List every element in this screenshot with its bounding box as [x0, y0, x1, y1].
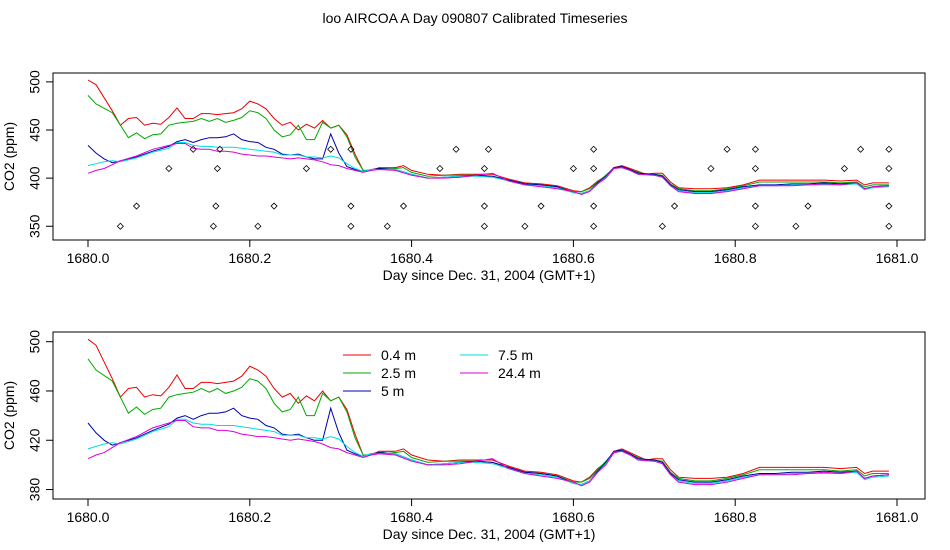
y-tick-label: 500	[27, 330, 43, 354]
plot-frame	[52, 72, 926, 241]
diamond-marker	[751, 222, 759, 230]
series-line-7-5-m	[87, 418, 889, 486]
diamond-marker	[792, 222, 800, 230]
series-line-5-m	[87, 406, 889, 486]
series-line-0-4-m	[87, 338, 889, 483]
x-tick-label: 1680.8	[714, 509, 757, 525]
y-axis-label: CO2 (ppm)	[1, 122, 17, 191]
diamond-marker	[590, 202, 598, 210]
series-line-0-4-m	[87, 79, 889, 193]
diamond-marker	[670, 202, 679, 210]
series-line-2-5-m	[87, 358, 889, 483]
diamond-marker	[347, 202, 355, 210]
diamond-marker	[436, 164, 444, 173]
diamond-marker	[751, 145, 759, 153]
diamond-marker	[885, 222, 893, 230]
diamond-marker	[590, 164, 598, 173]
diamond-marker	[132, 202, 141, 210]
diamond-marker	[212, 202, 220, 210]
diamond-marker	[270, 202, 278, 210]
diamond-marker	[116, 222, 124, 230]
diamond-marker	[804, 202, 812, 210]
diamond-marker	[165, 164, 173, 173]
diamond-marker	[658, 222, 666, 230]
diamond-marker	[885, 202, 893, 210]
y-tick-label: 420	[27, 428, 43, 452]
diamond-marker	[569, 164, 577, 173]
y-tick-label: 400	[27, 166, 43, 190]
diamond-marker	[452, 145, 460, 153]
legend-label: 2.5 m	[381, 365, 416, 381]
diamond-marker	[347, 222, 355, 230]
x-tick-label: 1680.0	[67, 509, 110, 525]
diamond-marker	[480, 222, 488, 230]
legend-label: 24.4 m	[498, 365, 541, 381]
legend-label: 7.5 m	[498, 347, 533, 363]
diamond-marker	[751, 202, 759, 210]
x-tick-label: 1680.4	[390, 250, 433, 266]
diamond-marker	[707, 164, 715, 173]
diamond-marker	[480, 202, 488, 210]
top-timeseries-panel: 1680.0 1680.2 1680.4 1680.6 1680.8 1681.0 350 4…	[1, 70, 926, 283]
diamond-marker	[537, 202, 545, 210]
y-tick-label: 380	[27, 478, 43, 502]
x-tick-label: 1680.6	[552, 509, 595, 525]
x-tick-label: 1681.0	[876, 509, 919, 525]
series-line-24-4-m	[87, 420, 889, 487]
x-tick-label: 1680.2	[228, 509, 271, 525]
legend-label: 5 m	[381, 383, 404, 399]
diamond-marker	[723, 145, 731, 153]
diamond-marker	[521, 222, 529, 230]
x-tick-label: 1680.0	[67, 250, 110, 266]
diamond-marker	[484, 145, 493, 153]
diamond-marker	[189, 145, 197, 153]
x-tick-label: 1681.0	[876, 250, 919, 266]
x-tick-label: 1680.2	[228, 250, 271, 266]
x-axis-label: Day since Dec. 31, 2004 (GMT+1)	[383, 526, 596, 542]
diamond-marker	[590, 222, 598, 230]
diamond-marker	[480, 164, 488, 173]
y-tick-label: 500	[27, 70, 43, 94]
y-tick-label: 460	[27, 379, 43, 403]
diamond-marker	[327, 145, 335, 153]
diamond-marker	[840, 164, 848, 173]
series-line-2-5-m	[87, 95, 889, 193]
diamond-marker	[216, 145, 224, 153]
diamond-marker	[213, 164, 222, 173]
y-axis-label: CO2 (ppm)	[1, 381, 17, 450]
x-tick-label: 1680.4	[390, 509, 433, 525]
diamond-marker	[399, 202, 408, 210]
x-tick-label: 1680.8	[714, 250, 757, 266]
diamond-marker	[857, 145, 865, 153]
legend-label: 0.4 m	[381, 347, 416, 363]
diamond-marker	[302, 164, 310, 173]
diamond-marker	[885, 164, 893, 173]
diamond-marker	[885, 145, 893, 153]
diamond-marker	[590, 145, 598, 153]
diamond-marker	[254, 222, 262, 230]
page-title: loo AIRCOA A Day 090807 Calibrated Times…	[322, 10, 628, 26]
diamond-marker	[751, 164, 759, 173]
bottom-timeseries-panel: 1680.0 1680.2 1680.4 1680.6 1680.8 1681.0 380 4…	[1, 330, 926, 542]
series-line-5-m	[87, 132, 889, 195]
y-tick-label: 350	[27, 214, 43, 238]
diamond-marker	[347, 145, 355, 153]
x-axis-label: Day since Dec. 31, 2004 (GMT+1)	[383, 267, 596, 283]
diamond-marker	[383, 222, 391, 230]
x-tick-label: 1680.6	[552, 250, 595, 266]
diamond-marker	[209, 222, 217, 230]
plot-frame	[52, 331, 926, 500]
y-tick-label: 450	[27, 118, 43, 142]
series-line-24-4-m	[87, 143, 889, 196]
